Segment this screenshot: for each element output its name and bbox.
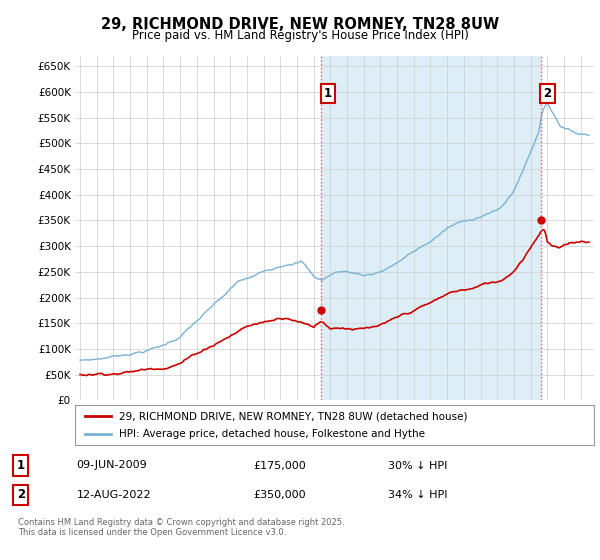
Text: 29, RICHMOND DRIVE, NEW ROMNEY, TN28 8UW (detached house): 29, RICHMOND DRIVE, NEW ROMNEY, TN28 8UW… [119,411,467,421]
Text: 34% ↓ HPI: 34% ↓ HPI [388,490,448,500]
Text: 1: 1 [17,459,25,472]
Text: 12-AUG-2022: 12-AUG-2022 [77,490,151,500]
Bar [321,56,541,400]
Text: Contains HM Land Registry data © Crown copyright and database right 2025.
This d: Contains HM Land Registry data © Crown c… [18,518,344,538]
Text: 2: 2 [17,488,25,501]
Text: 1: 1 [323,87,332,100]
Text: 29, RICHMOND DRIVE, NEW ROMNEY, TN28 8UW: 29, RICHMOND DRIVE, NEW ROMNEY, TN28 8UW [101,17,499,32]
Text: 30% ↓ HPI: 30% ↓ HPI [388,460,448,470]
Text: 09-JUN-2009: 09-JUN-2009 [77,460,148,470]
Text: £350,000: £350,000 [253,490,305,500]
Text: £175,000: £175,000 [253,460,306,470]
Text: HPI: Average price, detached house, Folkestone and Hythe: HPI: Average price, detached house, Folk… [119,429,425,439]
Text: 2: 2 [544,87,551,100]
Text: Price paid vs. HM Land Registry's House Price Index (HPI): Price paid vs. HM Land Registry's House … [131,29,469,42]
